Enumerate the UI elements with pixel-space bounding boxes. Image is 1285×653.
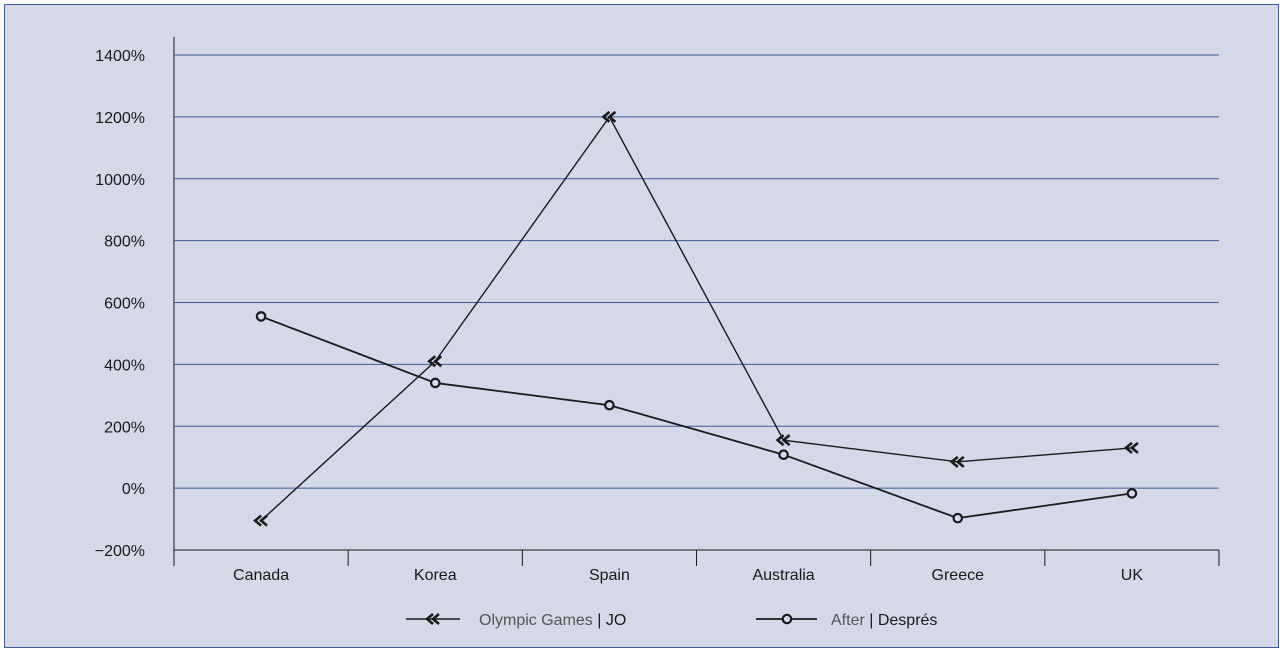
- legend-label-separator: |: [865, 612, 878, 629]
- legend-label-after-part: After: [831, 612, 865, 629]
- data-point-circle: [952, 512, 964, 524]
- data-point-circle: [604, 399, 615, 411]
- legend-marker-circle-icon: [781, 613, 793, 625]
- chevron-stroke: [1129, 441, 1139, 454]
- legend-label-separator: |: [593, 612, 606, 629]
- chevron-stroke: [607, 110, 617, 123]
- chevron-stroke: [427, 355, 437, 368]
- legend-item-olympic-games: Olympic Games | JO: [406, 612, 626, 629]
- chevron-stroke: [601, 110, 611, 123]
- legend-label-jo-part: JO: [606, 612, 626, 629]
- line-chart: 1400% 1200% 1000% 800% 600% 400% 200% 0% −200% C…: [95, 37, 1220, 629]
- y-tick-label: 600%: [104, 296, 145, 313]
- chevron-stroke: [424, 613, 434, 625]
- y-tick-label: 1400%: [95, 48, 145, 65]
- legend-circle-mark: [781, 613, 793, 625]
- x-tick-label: UK: [1121, 567, 1144, 584]
- y-tick-label: 1000%: [95, 172, 145, 189]
- chevron-stroke: [955, 455, 965, 468]
- chevron-stroke: [430, 613, 440, 625]
- data-point-circle: [429, 377, 441, 389]
- chevron-stroke: [949, 455, 959, 468]
- data-point-circle: [1126, 488, 1138, 499]
- x-tick-label: Greece: [932, 567, 985, 584]
- y-tick-label: −200%: [95, 543, 145, 560]
- y-tick-label: 800%: [104, 234, 145, 251]
- chevron-stroke: [1123, 441, 1133, 454]
- gridlines: [174, 54, 1219, 489]
- data-point-circle: [778, 449, 789, 461]
- x-tick-label: Spain: [589, 567, 630, 584]
- axes: [173, 37, 1220, 566]
- x-axis-ticks: Canada Korea Spain Australia Greece UK: [233, 567, 1143, 584]
- legend-label-despres-part: Després: [878, 612, 938, 629]
- x-tick-label: Australia: [752, 567, 814, 584]
- series-line: [260, 115, 1132, 522]
- x-tick-label: Korea: [414, 567, 457, 584]
- data-point-chevron: [253, 514, 268, 527]
- data-point-chevron: [601, 110, 617, 123]
- chevron-stroke: [433, 355, 443, 368]
- legend-label-after: After | Després: [831, 612, 937, 629]
- chevron-stroke: [259, 514, 268, 527]
- legend-label-olympic-games-part: Olympic Games: [479, 612, 593, 629]
- data-point-circle: [255, 311, 267, 322]
- data-point-chevron: [1123, 441, 1139, 454]
- series-after: [255, 311, 1138, 524]
- legend-marker-double-chevron-icon: [424, 613, 440, 625]
- x-tick-label: Canada: [233, 567, 289, 584]
- y-tick-label: 200%: [104, 419, 145, 436]
- chevron-stroke: [781, 434, 791, 447]
- y-tick-label: 0%: [122, 481, 145, 498]
- y-tick-label: 1200%: [95, 110, 145, 127]
- data-point-chevron: [949, 455, 965, 468]
- series-line: [260, 315, 1133, 520]
- series-olympic-games: [253, 110, 1139, 527]
- legend: Olympic Games | JO After | Després: [406, 612, 937, 629]
- y-tick-label: 400%: [104, 357, 145, 374]
- data-point-chevron: [427, 355, 443, 368]
- y-axis-ticks: 1400% 1200% 1000% 800% 600% 400% 200% 0% −200%: [95, 48, 145, 560]
- data-point-chevron: [775, 434, 791, 447]
- series: [253, 110, 1139, 527]
- legend-item-after: After | Després: [756, 612, 937, 629]
- legend-chevron-mark: [424, 613, 440, 625]
- chart-frame: 1400% 1200% 1000% 800% 600% 400% 200% 0% −200% C…: [4, 4, 1279, 648]
- chevron-stroke: [253, 514, 262, 527]
- legend-label-olympic-games: Olympic Games | JO: [479, 612, 626, 629]
- chevron-stroke: [775, 434, 785, 447]
